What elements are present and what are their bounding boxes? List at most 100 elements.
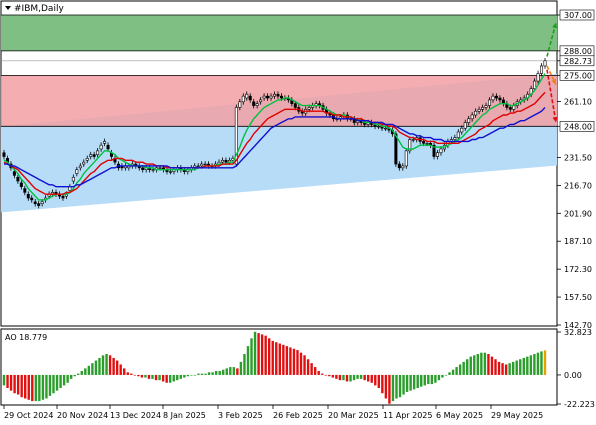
- candle: [494, 93, 498, 101]
- x-tick-label: 11 Apr 2025: [383, 411, 432, 420]
- ao-bar: [66, 374, 69, 383]
- ao-bar: [243, 354, 246, 375]
- candle: [477, 106, 481, 115]
- ao-title: AO 18.779: [5, 333, 47, 342]
- candle: [23, 185, 27, 196]
- ao-bar: [84, 368, 87, 375]
- ao-bar: [225, 368, 228, 375]
- ao-bar: [356, 374, 359, 379]
- ao-bar: [409, 374, 412, 391]
- ao-bar: [540, 351, 543, 375]
- ao-bar: [24, 374, 27, 399]
- collapse-triangle-icon[interactable]: [5, 6, 11, 10]
- ao-bar: [289, 347, 292, 375]
- symbol-title: #IBM,Daily: [14, 4, 64, 14]
- candle: [404, 148, 408, 169]
- ao-bar: [522, 357, 525, 375]
- x-tick-label: 29 May 2025: [491, 411, 543, 420]
- ao-bar: [87, 365, 91, 375]
- ao-bar: [526, 356, 529, 375]
- ao-bar: [331, 374, 335, 378]
- ao-bar: [476, 354, 480, 375]
- ao-bar: [91, 363, 94, 375]
- candle: [82, 159, 86, 167]
- candle: [30, 195, 34, 203]
- ao-bar: [20, 374, 23, 398]
- candle: [96, 148, 100, 158]
- y-tick-label: 288.00: [564, 47, 592, 56]
- red-zone: [1, 75, 557, 127]
- ao-bar: [321, 373, 324, 375]
- ao-bar: [41, 374, 45, 400]
- ao-bar: [381, 374, 384, 394]
- ao-bar: [444, 374, 448, 376]
- ao-bar: [405, 374, 409, 392]
- price-label-box: [559, 9, 595, 21]
- ao-tick-label: 0.00: [564, 371, 582, 380]
- candle: [401, 163, 405, 171]
- ao-bar: [466, 359, 469, 375]
- y-tick-label: 282.73: [564, 57, 592, 66]
- ao-bar: [462, 361, 465, 375]
- ma-red-line: [3, 91, 546, 195]
- ao-bar: [27, 374, 30, 400]
- y-tick-label: 187.10: [564, 237, 592, 246]
- candle: [498, 95, 502, 103]
- ao-bar: [151, 374, 154, 379]
- ao-tick-label: -22.223: [564, 400, 595, 409]
- candle: [71, 174, 75, 184]
- ao-bar: [299, 352, 303, 375]
- y-tick-label: 231.50: [564, 153, 592, 162]
- x-tick-label: 3 Feb 2025: [218, 411, 263, 420]
- candle: [408, 136, 412, 154]
- candle: [19, 180, 23, 190]
- ao-bar: [388, 374, 391, 404]
- price-label-box: [559, 70, 595, 81]
- ao-bar: [313, 367, 317, 375]
- candle: [540, 63, 544, 77]
- ao-bar: [222, 369, 225, 375]
- ao-bar: [123, 368, 126, 375]
- ao-bar: [147, 374, 151, 379]
- y-tick-label: 172.30: [564, 265, 592, 274]
- ao-bar: [377, 374, 381, 389]
- ao-bar: [391, 374, 395, 402]
- ao-bar: [395, 374, 398, 399]
- ao-bar: [374, 374, 377, 386]
- candle: [474, 108, 478, 118]
- x-tick-label: 29 Oct 2024: [4, 411, 53, 420]
- ao-bar: [45, 374, 48, 399]
- ao-bar: [154, 374, 158, 381]
- candle: [543, 57, 547, 69]
- forecast-orange-arrow: [546, 65, 557, 86]
- ao-bar: [119, 364, 122, 375]
- candle: [481, 104, 485, 113]
- ao-bar: [416, 374, 419, 389]
- ao-bar: [214, 371, 218, 375]
- ao-bar: [271, 340, 274, 375]
- candle: [241, 93, 245, 105]
- ao-bar: [384, 374, 388, 399]
- candle: [75, 166, 79, 177]
- ao-bar: [349, 374, 352, 382]
- y-tick-label: 201.90: [564, 209, 592, 218]
- candle: [456, 129, 460, 141]
- ao-bar: [359, 374, 363, 379]
- candle: [37, 200, 41, 209]
- candle: [85, 155, 89, 164]
- ao-bar: [296, 350, 299, 375]
- ao-bar: [80, 371, 83, 375]
- candle: [536, 70, 540, 84]
- candle: [470, 112, 474, 122]
- ao-bar: [172, 374, 175, 382]
- candle: [463, 119, 467, 132]
- ao-bar: [324, 374, 327, 376]
- forecast-up-arrow: [546, 22, 557, 57]
- candle: [99, 142, 103, 152]
- candle: [269, 93, 273, 101]
- candle: [26, 191, 30, 201]
- ao-bar: [229, 367, 232, 375]
- ao-bar: [367, 374, 370, 382]
- candle: [245, 91, 249, 101]
- ao-bar: [165, 374, 168, 383]
